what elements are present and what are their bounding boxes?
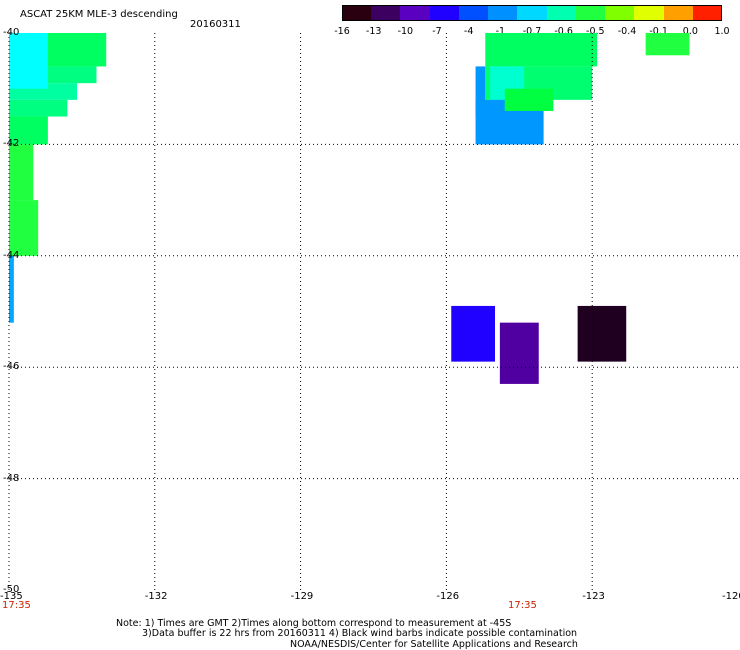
note-line-1: Note: 1) Times are GMT 2)Times along bot… <box>116 618 512 629</box>
data-cell <box>9 99 68 117</box>
colorbar-swatch <box>634 5 664 21</box>
colorbar-label: -4 <box>463 26 474 37</box>
data-cell <box>485 33 598 67</box>
data-cell <box>504 88 554 111</box>
colorbar-label: -0.1 <box>649 26 668 37</box>
colorbar-label: -0.4 <box>617 26 637 37</box>
plot-area <box>9 33 738 590</box>
lat-label: -46 <box>3 361 20 373</box>
colorbar-swatch <box>458 5 489 21</box>
data-cells <box>9 33 690 384</box>
colorbar-label: -0.7 <box>522 26 542 37</box>
data-cell <box>499 322 539 384</box>
lon-label: -129 <box>290 591 314 602</box>
map-plot <box>8 33 738 590</box>
lon-label: -132 <box>144 591 168 602</box>
data-cell <box>9 116 48 145</box>
colorbar-swatch <box>605 5 635 21</box>
data-cell <box>9 200 39 256</box>
lon-label: -120 <box>722 591 740 602</box>
lat-label: -42 <box>3 138 20 150</box>
lat-label: -48 <box>3 472 20 484</box>
data-cell <box>451 305 495 362</box>
colorbar-swatch <box>488 5 518 21</box>
colorbar-swatch <box>400 5 430 21</box>
data-cell <box>475 66 486 117</box>
colorbar <box>342 5 723 21</box>
colorbar-label: -10 <box>397 26 414 37</box>
data-cell <box>9 144 34 201</box>
time-label-left: 17:35 <box>2 600 31 611</box>
note-line-2: 3)Data buffer is 22 hrs from 20160311 4)… <box>142 628 578 639</box>
colorbar-label: 0.0 <box>682 26 698 37</box>
data-cell <box>9 255 14 323</box>
colorbar-label: -7 <box>432 26 442 37</box>
colorbar-swatch <box>342 5 372 21</box>
lat-label: -44 <box>3 249 20 261</box>
grid-lines <box>8 33 738 590</box>
lat-label: -50 <box>3 584 20 595</box>
time-label-center: 17:35 <box>508 600 537 611</box>
data-cell <box>645 33 690 56</box>
colorbar-swatch <box>371 5 401 21</box>
colorbar-label: -0.6 <box>554 26 573 37</box>
data-cell <box>9 33 48 89</box>
data-cell <box>577 305 627 362</box>
colorbar-label: 1.0 <box>714 26 730 37</box>
lat-label: -40 <box>3 27 20 38</box>
colorbar-label: -1 <box>495 26 506 37</box>
colorbar-label: -13 <box>365 26 382 37</box>
map-title: ASCAT 25KM MLE-3 descending <box>20 9 178 20</box>
lon-label: -126 <box>436 591 460 602</box>
colorbar-swatch <box>692 5 723 21</box>
colorbar-swatch <box>517 5 547 21</box>
colorbar-swatch <box>546 5 576 21</box>
colorbar-label: -16 <box>334 26 350 37</box>
colorbar-swatch <box>575 5 606 21</box>
note-line-3: NOAA/NESDIS/Center for Satellite Applica… <box>290 639 578 650</box>
map-date: 20160311 <box>190 19 241 30</box>
lon-label: -123 <box>582 591 605 602</box>
colorbar-label: -0.5 <box>586 26 605 37</box>
lon-label: -135 <box>0 591 23 602</box>
colorbar-swatch <box>663 5 693 21</box>
colorbar-swatch <box>429 5 459 21</box>
